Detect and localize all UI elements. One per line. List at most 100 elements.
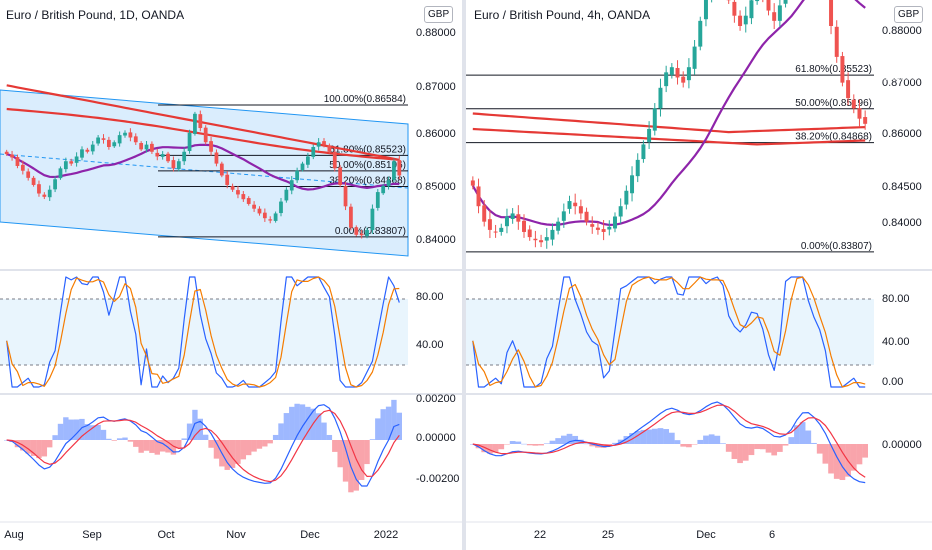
daily-moving-average-0 <box>6 84 400 161</box>
4h-candle-17 <box>567 201 572 209</box>
4h-macd-bar-27 <box>623 436 630 444</box>
daily-chart-panel[interactable]: 100.00%(0.86584) 61.80%(0.85523) 50.00%(0.… <box>0 0 462 550</box>
daily-candle-5 <box>31 177 36 185</box>
daily-macd-tick-1: 0.00000 <box>416 432 456 444</box>
4h-macd-bar-39 <box>691 444 698 445</box>
4h-macd-bar-3 <box>487 444 493 454</box>
4h-macd-bar-68 <box>856 444 863 465</box>
4h-macd-bar-14 <box>549 440 556 444</box>
daily-time-tick-5: 2022 <box>374 529 398 541</box>
4h-macd-bar-59 <box>805 430 812 444</box>
daily-candle-42 <box>230 186 235 190</box>
4h-last-price: 0.85099 <box>879 71 919 83</box>
daily-candle-1 <box>10 154 14 158</box>
daily-price-tick-0: 0.88000 <box>416 27 456 39</box>
daily-macd-bar-38 <box>208 440 214 448</box>
4h-candle-46 <box>732 1 737 16</box>
daily-candle-70 <box>381 185 386 194</box>
4h-candle-50 <box>755 0 760 2</box>
4h-candle-5 <box>499 227 504 232</box>
daily-candle-14 <box>80 149 84 158</box>
daily-macd-bar-73 <box>396 412 402 440</box>
daily-candle-36 <box>198 114 203 129</box>
daily-chart-canvas[interactable]: 100.00%(0.86584) 61.80%(0.85523) 50.00%(0.… <box>0 0 462 550</box>
4h-macd-bar-35 <box>669 432 675 444</box>
daily-candle-57 <box>311 147 316 157</box>
4h-candle-0 <box>470 180 475 186</box>
daily-candle-10 <box>58 168 63 179</box>
4h-price-tick-2: 0.86000 <box>882 128 922 140</box>
4h-moving-average-2 <box>471 0 866 226</box>
4h-candle-6 <box>504 216 509 227</box>
daily-macd-bar-63 <box>342 440 349 482</box>
4h-candle-52 <box>766 0 771 11</box>
daily-candle-39 <box>214 152 219 164</box>
4h-candle-33 <box>658 87 663 109</box>
daily-candle-48 <box>262 212 267 219</box>
4h-macd-bar-41 <box>703 435 709 444</box>
4h-chart-canvas[interactable]: 61.80%(0.85523) 50.00%(0.85196) 38.20%(0.8… <box>466 0 932 550</box>
daily-candle-20 <box>112 142 117 147</box>
daily-last-price: 0.85099 <box>413 174 453 186</box>
daily-candle-35 <box>193 113 197 134</box>
daily-macd-bar-66 <box>358 440 365 481</box>
daily-macd-bar-23 <box>127 440 134 442</box>
4h-candle-16 <box>561 211 566 221</box>
daily-macd-bar-52 <box>283 413 290 440</box>
4h-macd-tick-0: 0.00000 <box>882 439 922 451</box>
daily-candle-44 <box>241 194 246 200</box>
daily-currency-button[interactable]: GBP <box>424 6 454 23</box>
4h-stoch-tick-0: 80.00 <box>882 293 910 305</box>
daily-macd-bar-2 <box>14 440 21 448</box>
daily-candle-37 <box>203 127 208 143</box>
daily-macd-bar-46 <box>251 440 257 452</box>
4h-macd-bar-64 <box>833 444 840 479</box>
daily-macd-bar-67 <box>364 440 370 465</box>
4h-candle-63 <box>829 0 834 27</box>
daily-time-tick-0: Aug <box>4 529 24 541</box>
4h-macd-bar-13 <box>543 443 550 444</box>
4h-macd-bar-65 <box>839 444 846 481</box>
daily-macd-bar-68 <box>369 439 376 440</box>
4h-price-tick-3: 0.84500 <box>882 181 922 193</box>
daily-macd-bar-31 <box>170 440 177 455</box>
daily-macd-bar-54 <box>294 403 300 440</box>
daily-candle-25 <box>139 143 144 150</box>
4h-macd-bar-44 <box>720 443 726 444</box>
4h-price-tag: 0.85099 48:39 <box>876 69 931 99</box>
daily-macd-bar-50 <box>272 434 279 440</box>
4h-candle-65 <box>840 56 845 83</box>
4h-macd-bar-54 <box>777 444 783 452</box>
4h-macd-bar-11 <box>532 444 539 446</box>
daily-candle-23 <box>128 132 133 138</box>
4h-candle-32 <box>652 108 657 131</box>
4h-macd-bar-6 <box>504 444 510 445</box>
daily-macd-bar-72 <box>391 399 397 440</box>
daily-macd-bar-10 <box>57 423 64 440</box>
4h-macd-bar-1 <box>475 444 482 449</box>
4h-fib-label-1: 50.00%(0.85196) <box>795 98 872 109</box>
4h-candle-22 <box>595 227 600 230</box>
4h-currency-button[interactable]: GBP <box>894 6 924 23</box>
4h-candle-12 <box>539 240 544 243</box>
daily-candle-50 <box>273 213 278 221</box>
daily-candle-13 <box>74 156 79 163</box>
daily-macd-bar-17 <box>95 424 101 440</box>
daily-candle-29 <box>160 154 165 157</box>
4h-macd-bar-63 <box>828 444 834 474</box>
daily-candle-6 <box>37 184 41 194</box>
daily-macd-bar-60 <box>326 434 333 440</box>
daily-macd-bar-33 <box>181 438 187 440</box>
4h-macd-bar-33 <box>657 428 664 444</box>
panel-divider[interactable] <box>462 0 466 550</box>
4h-candle-7 <box>510 213 515 219</box>
daily-candle-7 <box>42 194 47 197</box>
4h-candle-2 <box>482 205 487 222</box>
4h-time-tick-2: Dec <box>696 529 716 541</box>
daily-candle-55 <box>300 163 305 170</box>
daily-candle-28 <box>155 152 160 157</box>
daily-candle-11 <box>63 161 68 170</box>
4h-chart-panel[interactable]: 61.80%(0.85523) 50.00%(0.85196) 38.20%(0.8… <box>466 0 932 550</box>
4h-candle-8 <box>516 214 521 222</box>
4h-candle-28 <box>630 175 635 194</box>
